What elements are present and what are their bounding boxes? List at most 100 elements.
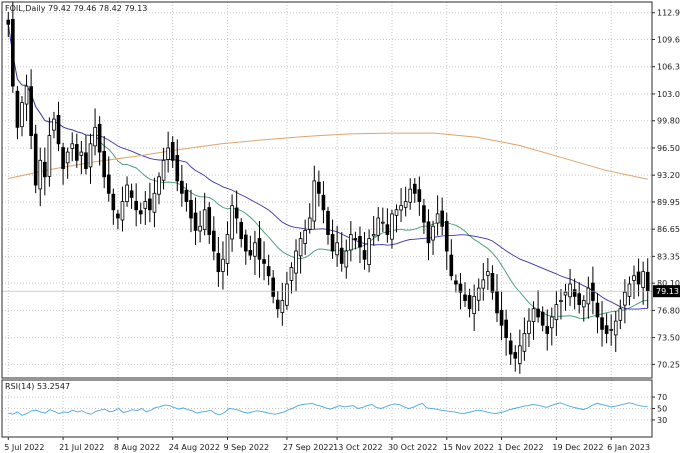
- time-tick-label: 8 Aug 2022: [114, 443, 160, 452]
- candle-body: [33, 133, 38, 186]
- candle-body: [481, 279, 486, 289]
- candle-body: [138, 210, 143, 215]
- candle-body: [134, 200, 138, 211]
- candle-body: [285, 283, 289, 306]
- candle-body: [371, 234, 376, 237]
- candle-body: [586, 287, 591, 305]
- candle-body: [422, 205, 426, 223]
- candle-body: [189, 200, 193, 219]
- candle-body: [280, 300, 285, 313]
- candle-body: [440, 210, 445, 227]
- time-tick-label: 9 Sep 2022: [224, 443, 270, 452]
- candle-body: [248, 249, 253, 256]
- candle-body: [632, 275, 636, 281]
- candle-body: [275, 299, 280, 310]
- candle-body: [636, 271, 641, 285]
- candle-body: [88, 143, 93, 168]
- candle-body: [559, 300, 563, 302]
- candle-body: [65, 151, 70, 164]
- candle-body: [618, 308, 623, 321]
- candle-body: [216, 253, 221, 273]
- candle-body: [202, 209, 207, 230]
- rsi-tick-label: 50: [657, 405, 667, 414]
- candle-body: [408, 188, 413, 203]
- candle-body: [125, 184, 129, 202]
- candle-body: [641, 271, 645, 288]
- candle-body: [499, 309, 504, 326]
- candle-body: [111, 193, 116, 211]
- candle-body: [394, 209, 399, 216]
- candle-body: [93, 126, 97, 147]
- candle-body: [613, 320, 618, 336]
- candle-body: [106, 174, 111, 194]
- price-tick-label: 99.80: [657, 117, 680, 126]
- candle-body: [70, 143, 75, 149]
- candle-body: [294, 250, 298, 274]
- candle-body: [120, 201, 125, 221]
- candle-body: [317, 181, 321, 194]
- candle-body: [84, 152, 88, 169]
- candle-body: [148, 198, 152, 211]
- candle-body: [444, 220, 449, 252]
- candle-body: [20, 102, 24, 128]
- candle-body: [349, 234, 353, 251]
- candle-body: [15, 90, 20, 128]
- rsi-tick-label: 30: [657, 416, 667, 425]
- candle-body: [230, 205, 234, 240]
- candle-body: [11, 18, 15, 87]
- candle-body: [266, 266, 271, 277]
- price-tick-label: 83.35: [657, 252, 680, 261]
- candle-body: [143, 201, 148, 209]
- candle-body: [623, 291, 627, 306]
- price-tick-label: 80.10: [657, 279, 680, 288]
- candle-body: [52, 118, 56, 131]
- price-tick-label: 73.50: [657, 334, 680, 343]
- price-tick-label: 103.05: [657, 90, 680, 99]
- candle-body: [595, 302, 600, 318]
- candle-body: [627, 283, 632, 297]
- candle-body: [449, 254, 454, 277]
- candle-body: [403, 201, 408, 208]
- candle-body: [211, 230, 216, 252]
- candle-body: [495, 291, 499, 314]
- candle-body: [152, 192, 157, 213]
- candle-body: [102, 151, 107, 178]
- candle-body: [376, 217, 381, 236]
- candle-body: [225, 234, 230, 264]
- candle-body: [298, 238, 303, 257]
- candle-body: [545, 325, 550, 334]
- price-tick-label: 96.50: [657, 144, 680, 153]
- candle-body: [129, 190, 134, 198]
- candle-body: [74, 144, 79, 161]
- candle-body: [540, 311, 545, 326]
- candle-body: [435, 213, 440, 224]
- time-tick-label: 13 Oct 2022: [333, 443, 382, 452]
- time-tick-label: 30 Oct 2022: [388, 443, 437, 452]
- candle-body: [312, 180, 317, 222]
- candle-body: [307, 217, 312, 230]
- candle-body: [577, 293, 582, 306]
- time-tick-label: 15 Nov 2022: [443, 443, 494, 452]
- time-tick-label: 6 Jan 2023: [607, 443, 650, 452]
- candle-body: [184, 189, 189, 202]
- price-tick-label: 89.95: [657, 198, 680, 207]
- price-tick-label: 86.65: [657, 225, 680, 234]
- candle-body: [527, 320, 531, 334]
- candle-body: [426, 221, 431, 244]
- candle-body: [271, 277, 276, 297]
- candle-body: [193, 212, 198, 231]
- candle-body: [6, 19, 11, 25]
- candle-body: [390, 213, 394, 240]
- candle-body: [43, 161, 47, 178]
- candle-body: [38, 159, 43, 190]
- candle-body: [339, 247, 344, 264]
- candle-body: [591, 282, 595, 301]
- ma-slow-line: [8, 132, 648, 180]
- candle-body: [513, 352, 518, 359]
- candle-body: [568, 283, 572, 298]
- candle-body: [490, 273, 495, 293]
- candle-body: [180, 180, 184, 194]
- candle-body: [116, 213, 120, 219]
- current-price-badge: [653, 285, 680, 298]
